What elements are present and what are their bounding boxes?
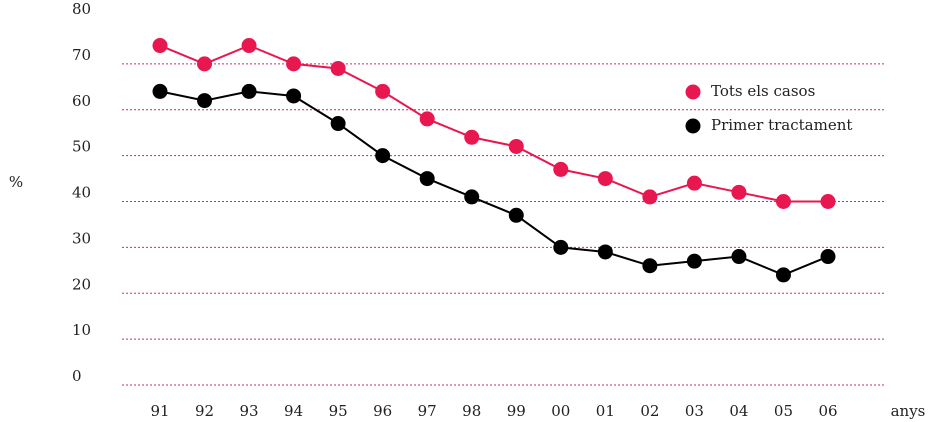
x-tick-label: 98 bbox=[462, 402, 481, 420]
data-point bbox=[553, 161, 569, 177]
data-point bbox=[330, 60, 346, 76]
legend-marker bbox=[685, 84, 701, 100]
data-point bbox=[375, 83, 391, 99]
legend-label: Primer tractament bbox=[711, 116, 852, 134]
x-tick-label: 96 bbox=[373, 402, 392, 420]
data-point bbox=[553, 239, 569, 255]
data-point bbox=[241, 83, 257, 99]
x-tick-label: 99 bbox=[507, 402, 526, 420]
data-point bbox=[286, 56, 302, 72]
data-point bbox=[642, 258, 658, 274]
data-point bbox=[286, 88, 302, 104]
x-tick-label: 95 bbox=[329, 402, 348, 420]
x-tick-label: 05 bbox=[774, 402, 793, 420]
data-point bbox=[820, 249, 836, 265]
y-tick-label: 30 bbox=[72, 229, 91, 247]
legend-label: Tots els casos bbox=[711, 82, 815, 100]
y-tick-label: 70 bbox=[72, 46, 91, 64]
y-tick-label: 60 bbox=[72, 92, 91, 110]
x-tick-label: 04 bbox=[729, 402, 748, 420]
y-tick-label: 0 bbox=[72, 367, 82, 385]
y-tick-label: 10 bbox=[72, 321, 91, 339]
data-point bbox=[464, 129, 480, 145]
legend-marker bbox=[685, 118, 701, 134]
x-tick-label: 06 bbox=[818, 402, 837, 420]
data-point bbox=[731, 249, 747, 265]
data-point bbox=[642, 189, 658, 205]
x-axis-label: anys bbox=[891, 402, 926, 420]
x-tick-label: 02 bbox=[640, 402, 659, 420]
data-point bbox=[152, 83, 168, 99]
x-tick-label: 92 bbox=[195, 402, 214, 420]
data-point bbox=[775, 267, 791, 283]
y-axis-label: % bbox=[9, 173, 23, 191]
data-point bbox=[197, 56, 213, 72]
data-point bbox=[820, 194, 836, 209]
series-line bbox=[159, 90, 829, 276]
data-point bbox=[419, 111, 435, 127]
data-point bbox=[419, 171, 435, 187]
data-point bbox=[375, 148, 391, 164]
data-point bbox=[597, 171, 613, 187]
x-tick-label: 97 bbox=[418, 402, 437, 420]
data-point bbox=[152, 38, 168, 54]
data-point bbox=[597, 244, 613, 260]
x-tick-label: 03 bbox=[685, 402, 704, 420]
data-point bbox=[508, 207, 524, 223]
data-point bbox=[197, 93, 213, 109]
x-tick-label: 94 bbox=[284, 402, 303, 420]
data-point bbox=[775, 194, 791, 209]
data-point bbox=[330, 116, 346, 132]
y-tick-label: 40 bbox=[72, 184, 91, 202]
y-tick-label: 20 bbox=[72, 275, 91, 293]
x-tick-label: 01 bbox=[596, 402, 615, 420]
y-tick-label: 50 bbox=[72, 138, 91, 156]
data-point bbox=[686, 253, 702, 269]
x-tick-label: 91 bbox=[150, 402, 169, 420]
data-point bbox=[241, 38, 257, 54]
y-tick-label: 80 bbox=[72, 0, 91, 18]
x-tick-label: 93 bbox=[240, 402, 259, 420]
data-point bbox=[686, 175, 702, 191]
series-line bbox=[159, 44, 828, 203]
data-point bbox=[508, 138, 524, 154]
data-point bbox=[464, 189, 480, 205]
x-tick-label: 00 bbox=[551, 402, 570, 420]
data-point bbox=[731, 184, 747, 200]
